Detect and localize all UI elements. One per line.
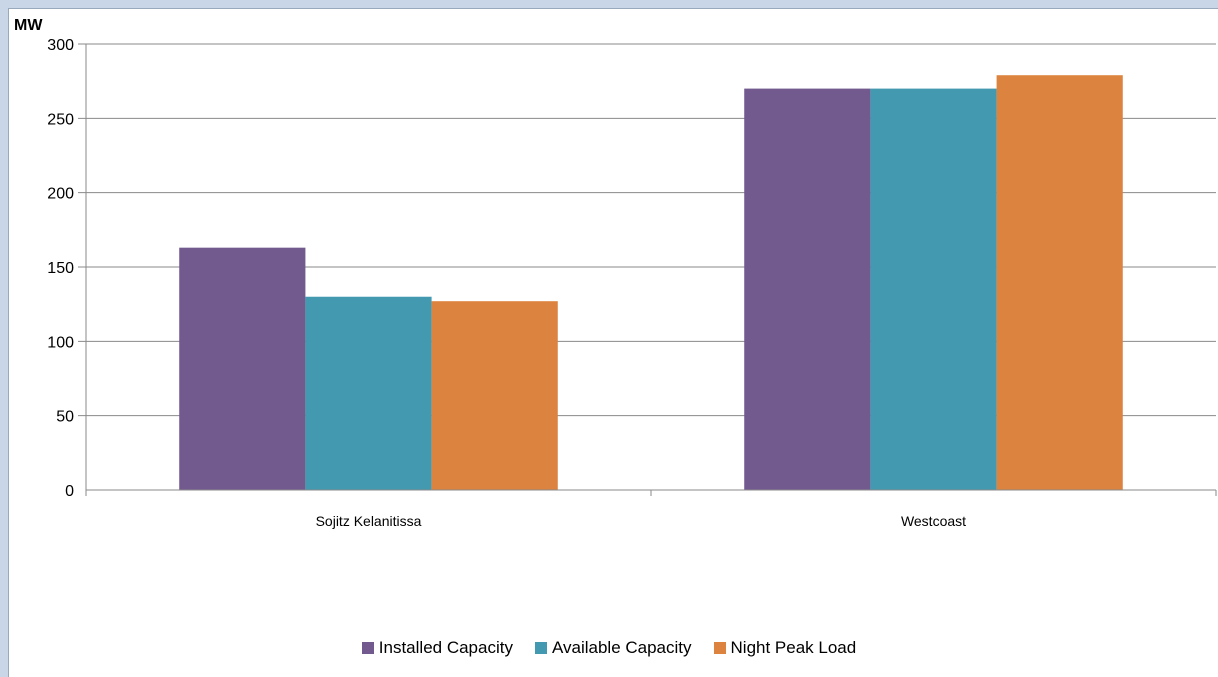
legend-label: Night Peak Load xyxy=(730,638,857,657)
bar xyxy=(431,301,558,490)
y-tick-label: 150 xyxy=(47,260,74,277)
y-tick-label: 200 xyxy=(47,186,74,203)
x-category-label: Sojitz Kelanitissa xyxy=(316,513,422,529)
y-tick-label: 100 xyxy=(47,334,74,351)
legend-item: Installed Capacity xyxy=(361,638,513,658)
y-unit-label: MW xyxy=(14,17,43,34)
legend: Installed Capacity Available Capacity Nigh… xyxy=(0,638,1218,658)
bar xyxy=(996,75,1123,490)
legend-item: Night Peak Load xyxy=(713,638,857,658)
legend-swatch xyxy=(713,642,726,654)
legend-label: Installed Capacity xyxy=(378,638,513,657)
y-tick-label: 250 xyxy=(47,111,74,128)
bar xyxy=(744,88,871,490)
legend-swatch xyxy=(361,642,374,654)
legend-label: Available Capacity xyxy=(551,638,692,657)
y-tick-label: 0 xyxy=(65,483,74,500)
bar xyxy=(179,247,306,490)
legend-item: Available Capacity xyxy=(534,638,692,658)
bar xyxy=(870,88,997,490)
legend-swatch xyxy=(534,642,547,654)
bar xyxy=(305,296,432,490)
axes: 0 50 100 150 200 250 300 Sojitz Kelanitissa West… xyxy=(47,37,1217,529)
bars xyxy=(179,75,1123,490)
y-tick-label: 50 xyxy=(56,409,74,426)
x-category-label: Westcoast xyxy=(901,513,966,529)
y-tick-label: 300 xyxy=(47,37,74,54)
